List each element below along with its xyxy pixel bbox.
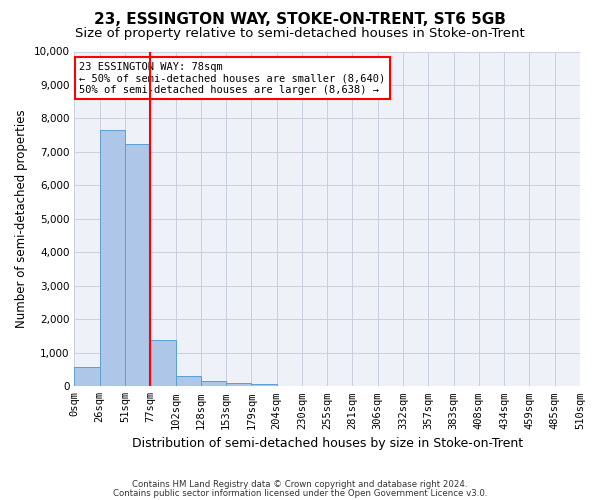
Bar [201,382,226,386]
Text: Size of property relative to semi-detached houses in Stoke-on-Trent: Size of property relative to semi-detach… [75,28,525,40]
Text: 23 ESSINGTON WAY: 78sqm
← 50% of semi-detached houses are smaller (8,640)
50% of: 23 ESSINGTON WAY: 78sqm ← 50% of semi-de… [79,62,386,94]
Bar [74,367,100,386]
Bar [226,383,251,386]
Text: Contains public sector information licensed under the Open Government Licence v3: Contains public sector information licen… [113,490,487,498]
Text: Contains HM Land Registry data © Crown copyright and database right 2024.: Contains HM Land Registry data © Crown c… [132,480,468,489]
Bar [150,340,176,386]
Bar [125,144,150,386]
Bar [100,130,125,386]
Bar [176,376,201,386]
Y-axis label: Number of semi-detached properties: Number of semi-detached properties [15,110,28,328]
Text: 23, ESSINGTON WAY, STOKE-ON-TRENT, ST6 5GB: 23, ESSINGTON WAY, STOKE-ON-TRENT, ST6 5… [94,12,506,28]
Bar [251,384,277,386]
X-axis label: Distribution of semi-detached houses by size in Stoke-on-Trent: Distribution of semi-detached houses by … [131,437,523,450]
